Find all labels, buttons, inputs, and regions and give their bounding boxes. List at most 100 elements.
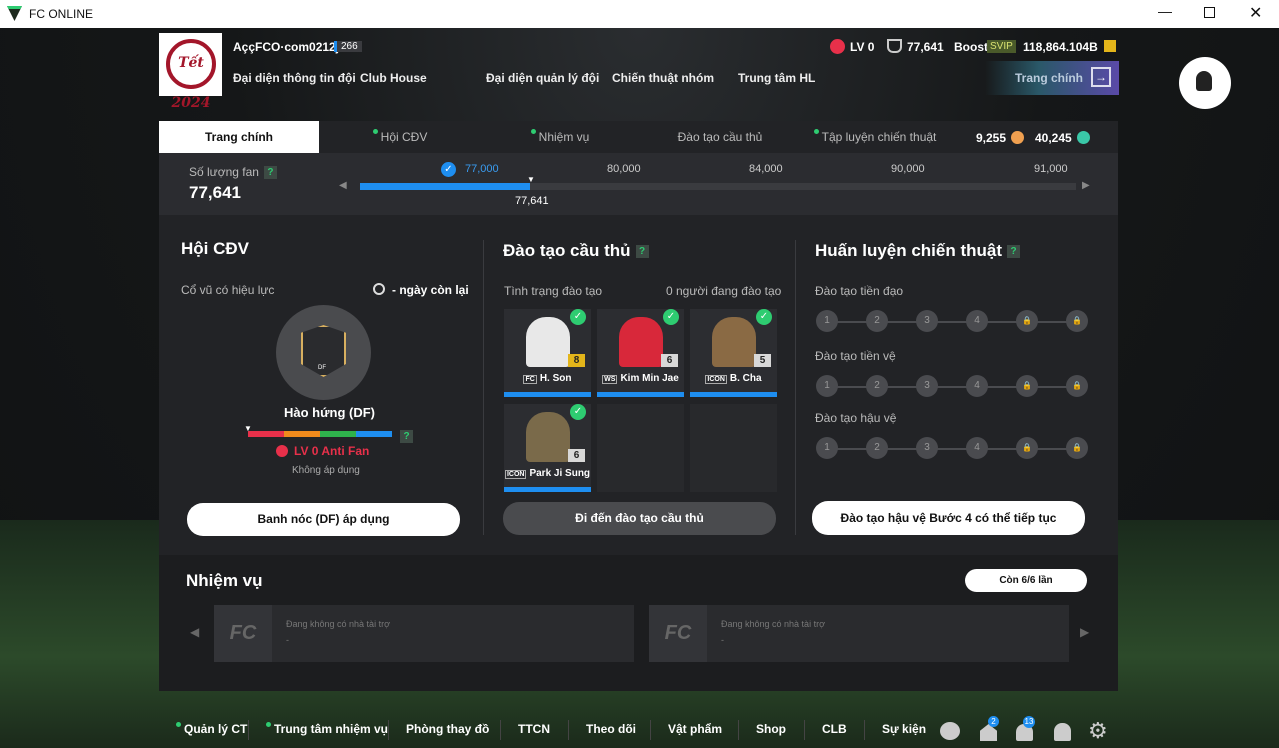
nav-training-center[interactable]: Trung tâm HL [738, 71, 816, 85]
nav-label: Theo dõi [586, 722, 636, 736]
bottom-nav-item[interactable]: Quản lý CT [176, 722, 247, 736]
tab-fan-club[interactable]: Hội CĐV [340, 121, 460, 153]
fan-club-title: Hội CĐV [181, 239, 249, 258]
fan-level-gauge [248, 431, 392, 437]
days-left: - ngày còn lại [392, 283, 469, 297]
training-progress-bar [504, 392, 591, 397]
bottom-nav-item[interactable]: Trung tâm nhiệm vụ [266, 722, 388, 736]
nav-manager[interactable]: Đại diện quản lý đội [486, 71, 600, 85]
player-card[interactable]: ✓ 5 ICON B. Cha [690, 309, 777, 397]
lock-icon: 🔒 [1016, 437, 1038, 459]
help-icon[interactable]: ? [400, 430, 413, 443]
tab-tactics-training[interactable]: Tập luyện chiến thuật [805, 121, 945, 153]
progress-next-arrow[interactable]: ▶ [1082, 180, 1090, 191]
tab-missions[interactable]: Nhiệm vụ [500, 121, 620, 153]
fan-progress-track [360, 183, 1076, 190]
mission-card[interactable]: FC Đang không có nhà tài trợ - [649, 605, 1069, 662]
step-button[interactable]: 2 [866, 437, 888, 459]
badge-text: DF [318, 365, 326, 371]
player-card[interactable]: ✓ 6 WS Kim Min Jae [597, 309, 684, 397]
fan-count-header: 77,641 [907, 40, 944, 54]
tab-home[interactable]: Trang chính [159, 121, 319, 153]
bottom-nav-item[interactable]: Vật phẩm [668, 722, 722, 736]
bell-icon[interactable] [1016, 724, 1033, 741]
settings-icon[interactable]: ⚙ [1088, 718, 1108, 743]
close-button[interactable]: ✕ [1249, 5, 1263, 22]
step-button[interactable]: 1 [816, 310, 838, 332]
step-button[interactable]: 4 [966, 310, 988, 332]
nav-label: TTCN [518, 722, 550, 736]
apply-cheer-button[interactable]: Banh nóc (DF) áp dụng [187, 503, 460, 536]
tab-player-training[interactable]: Đào tạo cầu thủ [655, 121, 785, 153]
button-label: Đi đến đào tạo cầu thủ [575, 511, 704, 525]
tactics-row-label: Đào tạo tiền vệ [815, 349, 896, 363]
nav-tactics[interactable]: Chiến thuật nhóm [612, 71, 714, 85]
tab-label: Hội CĐV [380, 130, 428, 144]
mission-card[interactable]: FC Đang không có nhà tài trợ - [214, 605, 634, 662]
step-button[interactable]: 2 [866, 375, 888, 397]
step-button[interactable]: 4 [966, 375, 988, 397]
continue-tactics-button[interactable]: Đào tạo hậu vệ Bước 4 có thể tiếp tục [812, 501, 1085, 535]
cheer-badge[interactable]: DF [276, 305, 371, 400]
bottom-nav-item[interactable]: CLB [822, 722, 847, 736]
training-status-label: Tình trạng đào tạo [504, 284, 603, 298]
missions-next-arrow[interactable]: ▶ [1080, 625, 1090, 639]
step-button[interactable]: 1 [816, 437, 838, 459]
tab-label: Đào tạo cầu thủ [677, 130, 763, 144]
name-text: Kim Min Jae [620, 373, 679, 384]
home-button[interactable]: Trang chính → [985, 61, 1119, 95]
help-icon[interactable]: ? [1007, 245, 1021, 259]
mission-text: Đang không có nhà tài trợ [721, 619, 825, 629]
step-button[interactable]: 3 [916, 310, 938, 332]
chat-icon[interactable] [940, 722, 960, 740]
bottom-nav-item[interactable]: TTCN [518, 722, 550, 736]
check-icon: ✓ [570, 309, 586, 325]
mission-sub: - [286, 635, 289, 645]
nav-label: Sự kiện [882, 722, 927, 736]
timer-icon [373, 283, 385, 295]
maximize-button[interactable] [1204, 7, 1215, 18]
cheer-name: Hào hứng (DF) [284, 405, 376, 420]
step-button[interactable]: 3 [916, 437, 938, 459]
step-button[interactable]: 2 [866, 310, 888, 332]
step-button[interactable]: 3 [916, 375, 938, 397]
bottom-nav-item[interactable]: Shop [756, 722, 786, 736]
step-button[interactable]: 1 [816, 375, 838, 397]
bottom-nav-item[interactable]: Phòng thay đồ [406, 722, 489, 736]
player-photo [526, 317, 570, 367]
social-button[interactable] [1179, 57, 1231, 109]
bottom-nav-item[interactable]: Theo dõi [586, 722, 636, 736]
nav-label: Phòng thay đồ [406, 722, 490, 736]
milestone-label: 90,000 [891, 163, 925, 175]
remaining-button[interactable]: Còn 6/6 lần [965, 569, 1087, 592]
home-icon[interactable] [980, 724, 997, 741]
player-card[interactable]: ✓ 8 FC H. Son [504, 309, 591, 397]
not-applied-text: Không áp dụng [292, 465, 360, 476]
active-cheer-label: Cổ vũ có hiệu lực [181, 283, 275, 297]
go-to-training-button[interactable]: Đi đến đào tạo cầu thủ [503, 502, 776, 535]
nav-team-info[interactable]: Đại diện thông tin đội [233, 71, 356, 85]
progress-marker-icon: ▼ [527, 175, 535, 184]
player-name: ICON B. Cha [690, 373, 777, 384]
step-button[interactable]: 4 [966, 437, 988, 459]
lock-icon: 🔒 [1066, 310, 1088, 332]
minimize-button[interactable]: — [1158, 3, 1172, 19]
help-icon[interactable]: ? [635, 245, 649, 259]
fan-icon [887, 39, 902, 53]
divider [795, 240, 796, 535]
empty-player-slot[interactable] [690, 404, 777, 492]
nav-club-house[interactable]: Club House [360, 71, 427, 85]
sad-face-icon [276, 445, 288, 457]
help-icon[interactable]: ? [263, 166, 277, 180]
empty-player-slot[interactable] [597, 404, 684, 492]
player-card[interactable]: ✓ 6 ICON Park Ji Sung [504, 404, 591, 492]
season-icon: ICON [705, 375, 727, 384]
fan-count-label: Số lượng fan? [189, 165, 277, 180]
team-logo[interactable]: Tết 2024 [159, 33, 222, 111]
profile-icon[interactable] [1054, 723, 1071, 741]
progress-prev-arrow[interactable]: ◀ [339, 180, 347, 191]
missions-prev-arrow[interactable]: ◀ [190, 625, 200, 639]
bottom-nav-item[interactable]: Sự kiện [882, 722, 926, 736]
notification-dot [372, 129, 378, 134]
nav-label: Vật phẩm [668, 722, 723, 736]
